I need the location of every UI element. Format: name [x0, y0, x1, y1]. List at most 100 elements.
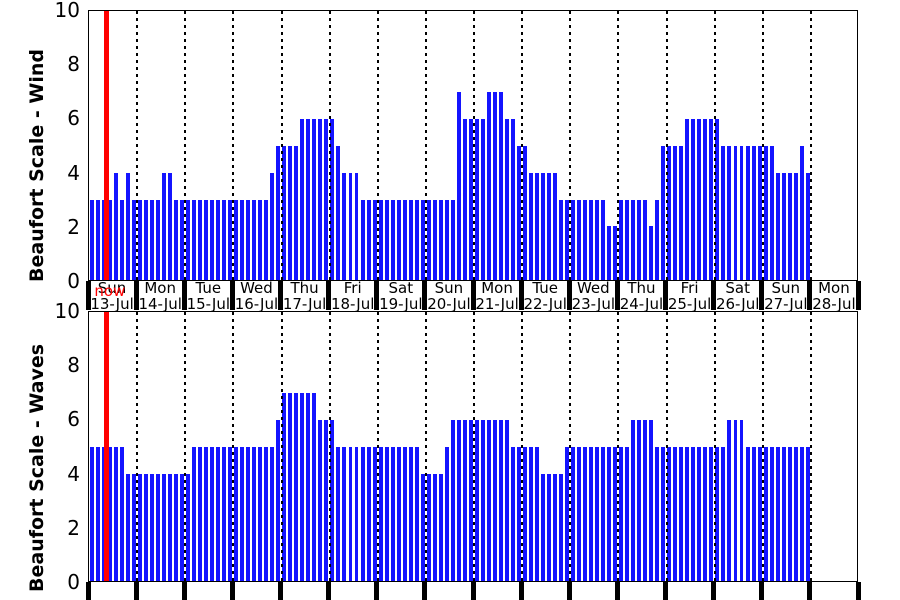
day-boundary-gridline — [713, 312, 716, 581]
y-tick-label: 0 — [67, 570, 80, 594]
bar — [450, 199, 455, 280]
day-axis-cell: Mon 28-Jul — [810, 281, 858, 313]
bar — [583, 447, 588, 581]
day-boundary-gridline — [184, 11, 187, 280]
bar — [721, 146, 726, 280]
day-boundary-gridline — [665, 11, 668, 280]
bar — [300, 119, 305, 280]
bar — [180, 473, 185, 581]
bar — [691, 119, 696, 280]
day-boundary-gridline — [473, 312, 475, 581]
bar — [336, 146, 341, 280]
day-date-label: 13-Jul — [90, 295, 134, 313]
bar — [757, 146, 762, 280]
bar — [787, 447, 792, 581]
bar — [607, 447, 612, 581]
bar — [637, 420, 642, 581]
day-of-week-label: Wed — [240, 279, 273, 297]
bar — [402, 199, 407, 280]
bar — [763, 447, 768, 581]
day-date-label: 25-Jul — [667, 295, 712, 313]
bar — [456, 92, 461, 280]
bar — [101, 199, 106, 280]
bar — [414, 447, 419, 581]
bar — [354, 172, 359, 280]
day-axis-cell: Fri 18-Jul — [329, 279, 377, 313]
bar — [733, 420, 738, 581]
bar — [342, 447, 347, 581]
bar — [210, 447, 215, 581]
bar — [426, 473, 431, 581]
bar — [168, 473, 172, 581]
bar — [498, 92, 503, 280]
bar — [583, 199, 588, 280]
bar — [510, 447, 515, 581]
day-axis-cell: Thu 24-Jul — [617, 281, 665, 313]
bar — [113, 447, 118, 581]
day-separator — [855, 281, 861, 310]
day-boundary-gridline — [521, 11, 524, 280]
bar — [534, 172, 539, 280]
day-separator — [374, 281, 380, 310]
bar — [174, 199, 179, 280]
bar — [541, 473, 545, 581]
bar — [330, 119, 335, 280]
bar — [486, 420, 491, 581]
day-of-week-label: Fri — [343, 279, 362, 297]
bar — [192, 447, 197, 581]
day-boundary-gridline — [136, 11, 139, 280]
now-line-wind — [104, 11, 110, 280]
bar — [149, 199, 154, 280]
day-separator — [133, 281, 139, 310]
day-separator — [422, 281, 428, 310]
bar — [306, 393, 311, 581]
bar — [685, 119, 690, 280]
bar — [709, 119, 714, 280]
bar — [571, 199, 576, 280]
day-date-label: 26-Jul — [715, 295, 760, 313]
day-axis-cell: Wed 23-Jul — [569, 281, 617, 313]
bar — [342, 172, 347, 280]
day-separator — [663, 281, 668, 310]
wind-day-axis: Sun 13-Jul Mon 14-Jul Tue 15-Jul Wed 16-Jul Thu 1… — [85, 279, 861, 313]
bar — [240, 447, 245, 581]
day-axis-cell: Fri 25-Jul — [666, 281, 714, 313]
bar — [643, 420, 648, 581]
bar — [198, 199, 203, 280]
bar — [504, 119, 509, 280]
y-tick-label: 6 — [67, 106, 80, 131]
bar — [288, 393, 293, 581]
bar — [619, 199, 624, 280]
bar — [805, 447, 810, 581]
bar — [613, 226, 618, 280]
bar — [534, 447, 539, 581]
bar — [426, 199, 431, 280]
x-axis-tick — [326, 582, 332, 600]
bar — [204, 447, 209, 581]
bar — [162, 473, 166, 581]
day-date-label: 15-Jul — [186, 295, 231, 313]
bar — [589, 199, 594, 280]
bar — [799, 146, 804, 280]
x-axis-tick — [807, 582, 813, 600]
day-axis-cell: Mon 21-Jul — [473, 281, 521, 313]
day-date-label: 20-Jul — [427, 295, 471, 313]
bar — [396, 199, 401, 280]
day-of-week-label: Sun — [97, 279, 127, 297]
bar — [516, 146, 521, 280]
bar — [252, 199, 257, 280]
day-axis-cell: Sun 27-Jul — [762, 281, 810, 313]
bar — [420, 199, 425, 280]
bar — [168, 172, 172, 280]
bar — [715, 119, 720, 280]
bar — [661, 447, 666, 581]
bar — [414, 199, 419, 280]
bar — [300, 393, 305, 581]
day-of-week-label: Thu — [290, 279, 319, 297]
day-date-label: 19-Jul — [379, 295, 423, 313]
bar — [149, 473, 154, 581]
bar — [763, 146, 768, 280]
day-of-week-label: Tue — [532, 279, 558, 297]
bar — [793, 172, 798, 280]
y-tick-label: 4 — [67, 461, 80, 486]
